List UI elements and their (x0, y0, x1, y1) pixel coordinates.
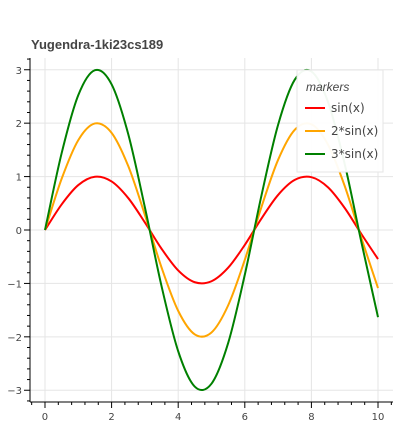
series-line-0 (44, 175, 379, 285)
legend-label-3sin: 3*sin(x) (331, 147, 378, 161)
y-tick-label: 3 (16, 66, 22, 77)
y-tick-label: −1 (7, 279, 22, 290)
y-tick-label: −2 (7, 333, 22, 344)
x-tick-label: 4 (175, 412, 181, 423)
x-tick-label: 6 (242, 412, 248, 423)
y-tick-label: 0 (16, 226, 22, 237)
x-tick-label: 10 (372, 412, 385, 423)
y-tick-label: −3 (7, 386, 22, 397)
y-tick-label: 1 (16, 173, 22, 184)
axes: 0 2 4 6 8 10 −3 −2 −1 0 1 2 3 (7, 58, 393, 423)
x-tick-label: 2 (108, 412, 114, 423)
legend: markers sin(x) 2*sin(x) 3*sin(x) (296, 69, 384, 173)
x-tick-label: 0 (42, 412, 48, 423)
legend-title: markers (306, 80, 349, 94)
chart-title: Yugendra-1ki23cs189 (31, 37, 163, 52)
y-tick-label: 2 (16, 119, 22, 130)
legend-label-sin: sin(x) (331, 101, 365, 115)
legend-label-2sin: 2*sin(x) (331, 124, 378, 138)
x-tick-label: 8 (308, 412, 314, 423)
